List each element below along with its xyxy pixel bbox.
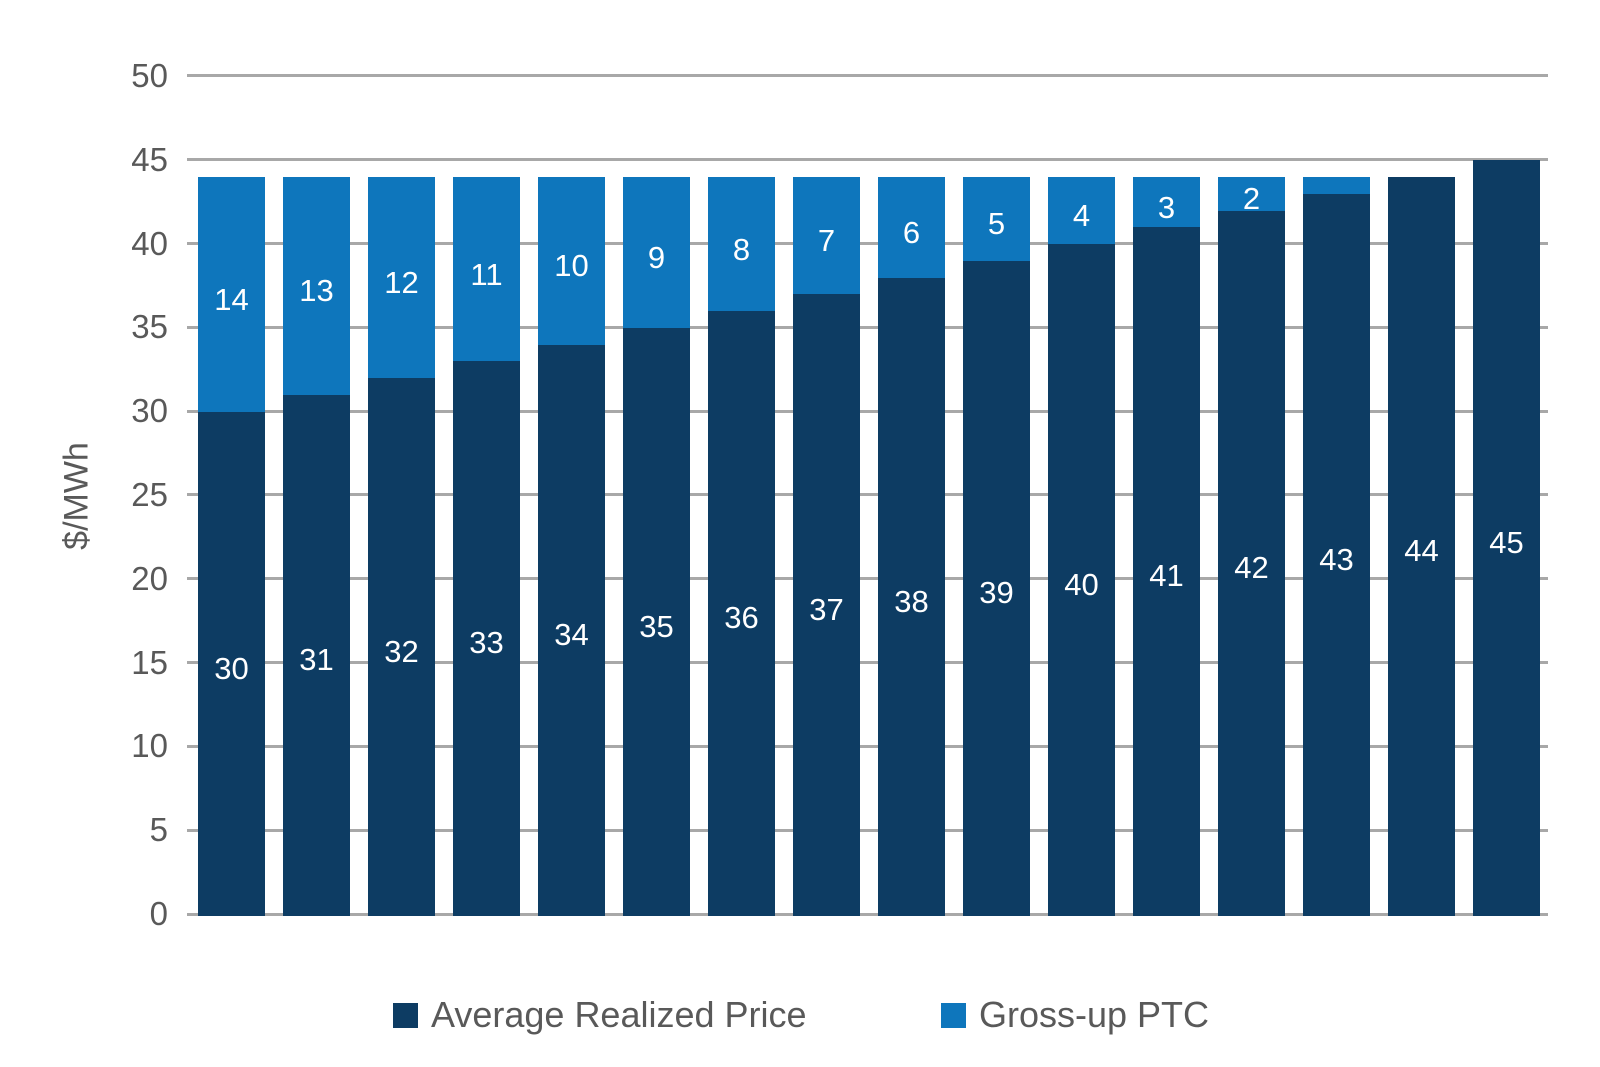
gridline-30 <box>187 410 1548 413</box>
bar-light-segment <box>283 177 350 395</box>
bar-dark-segment <box>623 327 690 916</box>
bar-dark-segment <box>198 411 265 916</box>
bar-value-label-dark: 30 <box>214 651 249 686</box>
bar-value-label-dark: 43 <box>1319 542 1354 577</box>
bar-light-segment <box>708 177 775 311</box>
bar-dark-segment <box>1048 244 1115 916</box>
bar-dark-segment <box>793 294 860 916</box>
y-tick-label-35: 35 <box>131 308 168 345</box>
y-tick-label-0: 0 <box>149 895 168 932</box>
bar-light-segment <box>538 177 605 345</box>
bar-value-label-dark: 37 <box>809 592 844 627</box>
bar-value-label-dark: 45 <box>1489 525 1524 560</box>
bar-dark-segment <box>1388 177 1455 916</box>
bar-value-label-light: 8 <box>732 232 751 267</box>
bar-value-label-dark: 40 <box>1064 567 1099 602</box>
bar-dark-segment <box>1303 193 1370 916</box>
bar-light-segment <box>793 177 860 294</box>
gridline-5 <box>187 829 1548 832</box>
bar-dark-segment <box>453 361 520 916</box>
bar-value-label-light: 11 <box>470 257 503 292</box>
gridline-50 <box>187 74 1548 77</box>
bar-light-segment <box>368 177 435 378</box>
bar-light-segment <box>963 177 1030 261</box>
y-tick-label-30: 30 <box>131 392 168 429</box>
bar-value-label-light: 3 <box>1157 190 1176 225</box>
bar-value-label-light: 2 <box>1242 181 1261 216</box>
y-tick-label-20: 20 <box>131 560 168 597</box>
bar-value-label-dark: 41 <box>1149 558 1184 593</box>
y-tick-label-40: 40 <box>131 225 168 262</box>
bar-light-segment <box>1303 177 1370 194</box>
bar-value-label-light: 9 <box>647 240 666 275</box>
bar-value-label-light: 7 <box>817 223 836 258</box>
bar-dark-segment <box>1473 160 1540 916</box>
bar-light-segment <box>1048 177 1115 244</box>
gridline-45 <box>187 158 1548 161</box>
bar-value-label-dark: 33 <box>469 625 504 660</box>
bar-light-segment <box>623 177 690 328</box>
bar-light-segment <box>1133 177 1200 227</box>
bar-dark-segment <box>283 394 350 916</box>
bar-dark-segment <box>368 378 435 916</box>
bar-value-label-dark: 35 <box>639 609 674 644</box>
bar-value-label-dark: 44 <box>1404 533 1439 568</box>
bar-dark-segment <box>878 277 945 916</box>
bar-dark-segment <box>708 311 775 916</box>
bar-value-label-dark: 31 <box>299 642 334 677</box>
bar-value-label-dark: 36 <box>724 600 759 635</box>
y-tick-label-15: 15 <box>131 644 168 681</box>
bar-value-label-light: 10 <box>554 248 589 283</box>
bar-light-segment <box>1218 177 1285 211</box>
legend-swatch-average-realized-price <box>393 1002 418 1028</box>
bar-light-segment <box>878 177 945 278</box>
bar-dark-segment <box>963 260 1030 916</box>
gridline-20 <box>187 577 1548 580</box>
legend-item-average-realized-price: Average Realized Price <box>393 994 807 1035</box>
gridline-10 <box>187 745 1548 748</box>
legend-label-average-realized-price: Average Realized Price <box>431 994 807 1035</box>
bar-dark-segment <box>1133 227 1200 916</box>
y-tick-label-10: 10 <box>131 727 168 764</box>
bar-value-label-light: 6 <box>902 215 921 250</box>
bar-value-label-dark: 38 <box>894 584 929 619</box>
gridline-25 <box>187 493 1548 496</box>
y-tick-label-50: 50 <box>131 57 168 94</box>
y-tick-label-5: 5 <box>149 811 168 848</box>
legend-item-gross-up-ptc: Gross-up PTC <box>941 994 1210 1035</box>
bar-value-label-light: 12 <box>384 265 419 300</box>
gridline-35 <box>187 326 1548 329</box>
gridline-0 <box>187 913 1548 916</box>
bar-light-segment <box>198 177 265 412</box>
bar-value-label-light: 4 <box>1072 198 1091 233</box>
bar-dark-segment <box>538 344 605 916</box>
bar-value-label-dark: 39 <box>979 575 1014 610</box>
gridline-40 <box>187 242 1548 245</box>
bar-light-segment <box>453 177 520 361</box>
legend-swatch-gross-up-ptc <box>941 1002 966 1028</box>
bar-value-label-dark: 34 <box>554 617 589 652</box>
bar-dark-segment <box>1218 210 1285 916</box>
y-tick-label-45: 45 <box>131 141 168 178</box>
y-tick-label-25: 25 <box>131 476 168 513</box>
bar-value-label-dark: 32 <box>384 634 419 669</box>
bar-value-label-dark: 42 <box>1234 550 1269 585</box>
bar-value-label-light: 5 <box>987 206 1006 241</box>
bar-value-label-light: 13 <box>299 273 334 308</box>
bar-value-label-light: 14 <box>214 282 249 317</box>
legend-label-gross-up-ptc: Gross-up PTC <box>979 994 1210 1035</box>
gridline-15 <box>187 661 1548 664</box>
